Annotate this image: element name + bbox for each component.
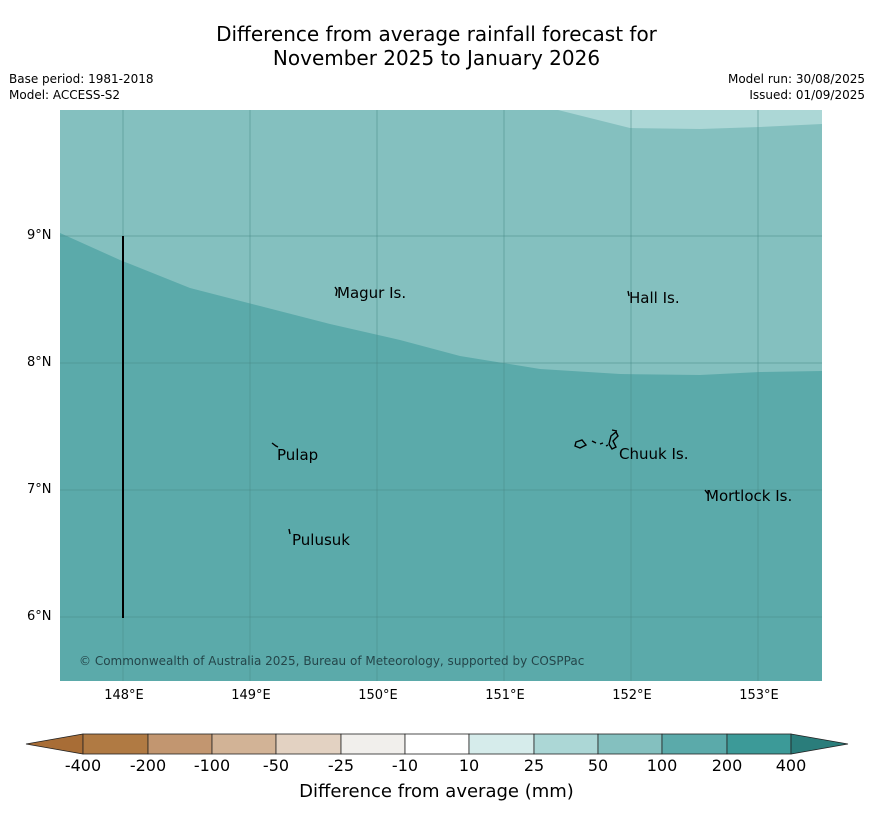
- graticule: [60, 110, 822, 681]
- colorbar-swatch-5: [340, 733, 406, 755]
- lat-label-7: 7°N: [27, 482, 52, 497]
- map-title: Difference from average rainfall forecas…: [0, 22, 873, 70]
- place-label-mortlock: Mortlock Is.: [706, 487, 793, 505]
- lon-label-149: 149°E: [231, 688, 271, 703]
- colorbar-tick: 10: [458, 756, 480, 775]
- title-line-2: November 2025 to January 2026: [272, 46, 601, 70]
- colorbar-extend-low: [25, 733, 84, 755]
- colorbar-tick: 25: [523, 756, 545, 775]
- issued-date: Issued: 01/09/2025: [749, 88, 865, 102]
- colorbar-title: Difference from average (mm): [299, 781, 574, 802]
- lat-label-9: 9°N: [27, 228, 52, 243]
- copyright-notice: © Commonwealth of Australia 2025, Bureau…: [79, 654, 585, 668]
- mortlock-island-shape: [704, 489, 709, 495]
- colorbar-tick: 100: [646, 756, 678, 775]
- colorbar-tick: -50: [262, 756, 290, 775]
- pulap-island-shape: [271, 442, 279, 448]
- place-label-pulusuk: Pulusuk: [292, 531, 350, 549]
- colorbar-tick: -25: [327, 756, 355, 775]
- colorbar-tick: -400: [64, 756, 102, 775]
- chuuk-lagoon-shape: [574, 429, 619, 450]
- forecast-map: [60, 110, 822, 681]
- place-label-hall: Hall Is.: [629, 289, 680, 307]
- colorbar-swatch-6: [404, 733, 470, 755]
- colorbar-tick: -100: [193, 756, 231, 775]
- magur-island-shape: [334, 286, 338, 297]
- lat-label-8: 8°N: [27, 355, 52, 370]
- colorbar-tick: 200: [711, 756, 743, 775]
- model-run: Model run: 30/08/2025: [727, 72, 865, 86]
- colorbar-swatch-4: [275, 733, 342, 755]
- colorbar-swatch-3: [211, 733, 277, 755]
- colorbar-tick: -10: [391, 756, 419, 775]
- base-period: Base period: 1981-2018: [9, 72, 154, 86]
- place-label-pulap: Pulap: [277, 446, 319, 464]
- colorbar-swatch-8: [533, 733, 599, 755]
- lon-label-151: 151°E: [485, 688, 525, 703]
- title-line-1: Difference from average rainfall forecas…: [216, 22, 657, 46]
- colorbar-extend-high: [790, 733, 849, 755]
- map-svg: [60, 110, 822, 681]
- lon-label-148: 148°E: [104, 688, 144, 703]
- colorbar-tick: -200: [129, 756, 167, 775]
- colorbar-swatch-7: [468, 733, 535, 755]
- island-shapes: [271, 286, 709, 535]
- place-label-chuuk: Chuuk Is.: [619, 445, 689, 463]
- colorbar-swatch-9: [597, 733, 663, 755]
- colorbar-swatch-11: [726, 733, 792, 755]
- lon-label-153: 153°E: [739, 688, 779, 703]
- pulusuk-island-shape: [288, 528, 291, 535]
- colorbar-tick: 400: [775, 756, 807, 775]
- colorbar-swatch-1: [82, 733, 149, 755]
- lon-label-152: 152°E: [612, 688, 652, 703]
- colorbar-swatch-2: [147, 733, 213, 755]
- rainfall-band-25-50: [558, 110, 822, 129]
- hall-island-shape: [627, 290, 630, 297]
- meta-right: Model run: 30/08/2025 Issued: 01/09/2025: [728, 71, 865, 103]
- colorbar-tick: 50: [587, 756, 609, 775]
- lon-label-150: 150°E: [358, 688, 398, 703]
- lat-label-6: 6°N: [27, 609, 52, 624]
- meta-left: Base period: 1981-2018 Model: ACCESS-S2: [9, 71, 154, 103]
- colorbar-swatch-10: [661, 733, 728, 755]
- model-name: Model: ACCESS-S2: [9, 88, 121, 102]
- place-label-magur: Magur Is.: [337, 284, 407, 302]
